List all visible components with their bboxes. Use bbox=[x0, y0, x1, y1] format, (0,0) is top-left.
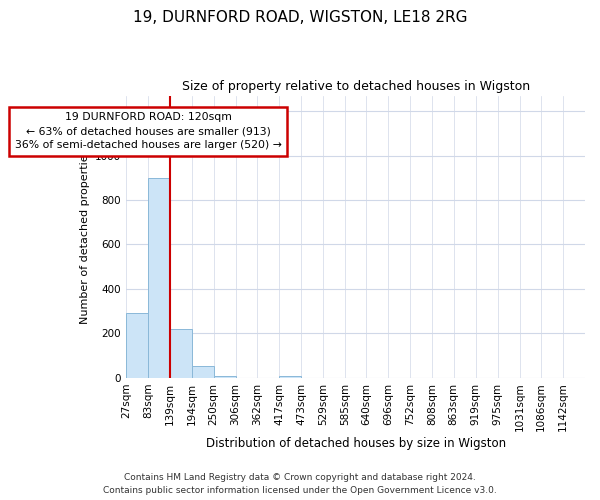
Bar bbox=[126, 314, 148, 378]
Text: 19 DURNFORD ROAD: 120sqm
← 63% of detached houses are smaller (913)
36% of semi-: 19 DURNFORD ROAD: 120sqm ← 63% of detach… bbox=[15, 112, 281, 150]
Title: Size of property relative to detached houses in Wigston: Size of property relative to detached ho… bbox=[182, 80, 530, 93]
Bar bbox=[148, 178, 170, 378]
Y-axis label: Number of detached properties: Number of detached properties bbox=[80, 149, 89, 324]
Text: Contains HM Land Registry data © Crown copyright and database right 2024.
Contai: Contains HM Land Registry data © Crown c… bbox=[103, 474, 497, 495]
Bar bbox=[170, 329, 191, 378]
Bar bbox=[279, 376, 301, 378]
Bar bbox=[214, 376, 236, 378]
X-axis label: Distribution of detached houses by size in Wigston: Distribution of detached houses by size … bbox=[206, 437, 506, 450]
Bar bbox=[191, 366, 214, 378]
Text: 19, DURNFORD ROAD, WIGSTON, LE18 2RG: 19, DURNFORD ROAD, WIGSTON, LE18 2RG bbox=[133, 10, 467, 25]
